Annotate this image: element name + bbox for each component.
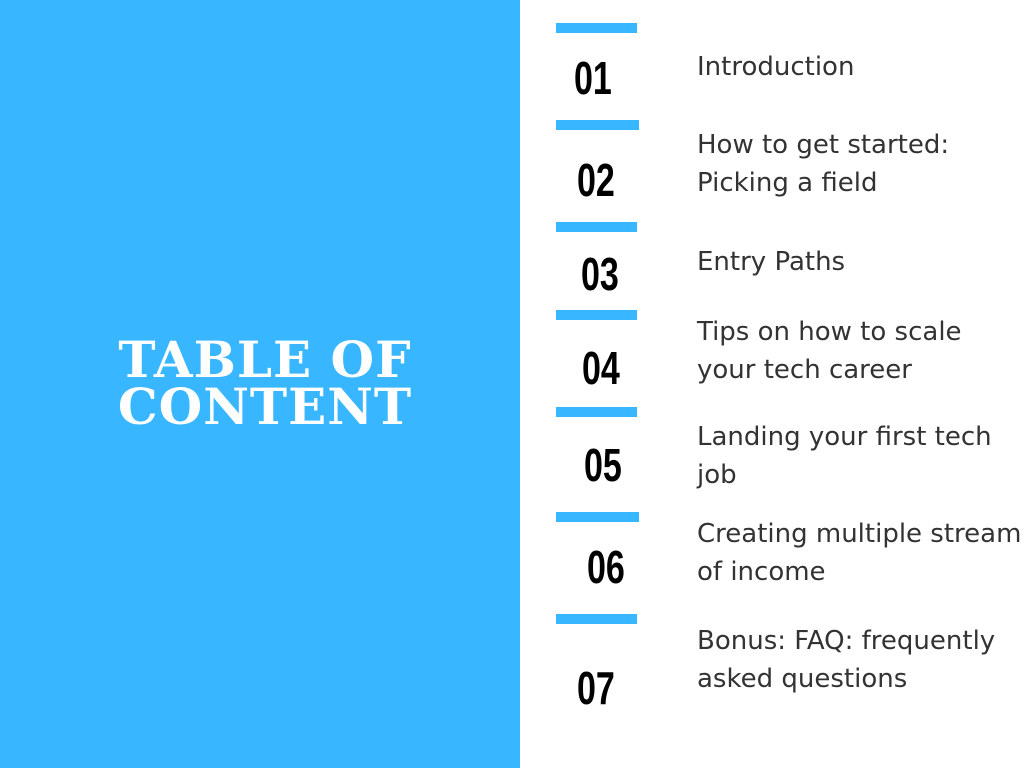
item-number-02: 02 [577,154,615,206]
item-number-06: 06 [587,541,625,593]
divider-bar [556,222,637,232]
item-text-introduction: Introduction [697,52,855,82]
item-number-03: 03 [581,248,619,300]
left-panel [0,0,520,768]
title-line-2: CONTENT [117,377,413,436]
page-title: TABLE OF CONTENT [0,330,530,436]
item-text-income-streams: Creating multiple stream of income [697,519,1022,587]
divider-bar [556,310,637,320]
item-text-bonus-faq: Bonus: FAQ: frequently asked questions [697,626,996,694]
divider-bar [556,407,637,417]
item-text-first-job: Landing your first tech job [697,422,992,490]
divider-bar [556,512,639,522]
item-number-04: 04 [582,342,620,394]
item-text-scale-career: Tips on how to scale your tech career [697,317,962,385]
item-text-getting-started: How to get started: Picking a field [697,130,950,198]
item-number-07: 07 [577,662,615,714]
title-line-1: TABLE OF [118,330,412,389]
item-text-entry-paths: Entry Paths [697,247,846,277]
divider-bar [556,614,637,624]
item-number-05: 05 [584,439,622,491]
divider-bar [556,120,639,130]
item-number-01: 01 [574,52,612,104]
divider-bar [556,23,637,33]
